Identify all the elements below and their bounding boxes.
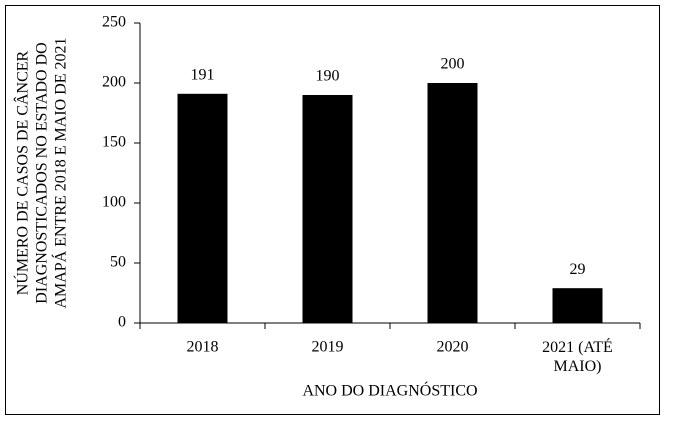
value-label: 29 <box>570 261 586 278</box>
x-tick-label: 2018 <box>187 339 219 356</box>
x-tick-label: 2020 <box>437 339 469 356</box>
y-tick-label: 50 <box>110 254 126 271</box>
x-tick-label: 2019 <box>312 339 344 356</box>
y-tick-label: 100 <box>102 194 126 211</box>
bar <box>552 288 603 323</box>
y-axis-title-line: NÚMERO DE CASOS DE CÂNCER <box>13 50 32 295</box>
y-axis-title: NÚMERO DE CASOS DE CÂNCER DIAGNOSTICADOS… <box>13 37 70 308</box>
y-axis-title-line: DIAGNOSTICADOS NO ESTADO DO <box>34 42 51 303</box>
x-axis-title: ANO DO DIAGNÓSTICO <box>302 381 477 400</box>
value-label: 191 <box>191 66 215 83</box>
value-label: 200 <box>441 56 465 73</box>
bar <box>177 93 228 323</box>
bar <box>302 95 353 323</box>
y-tick-label: 200 <box>102 74 126 91</box>
x-tick-label: 2021 (ATÉ MAIO) <box>542 337 613 375</box>
y-tick-label: 250 <box>102 14 126 31</box>
y-tick-label: 0 <box>118 314 126 331</box>
y-tick-label: 150 <box>102 134 126 151</box>
bar <box>427 83 478 323</box>
y-axis-title-line: AMAPÁ ENTRE 2018 E MAIO DE 2021 <box>51 37 70 308</box>
value-label: 190 <box>316 68 340 85</box>
